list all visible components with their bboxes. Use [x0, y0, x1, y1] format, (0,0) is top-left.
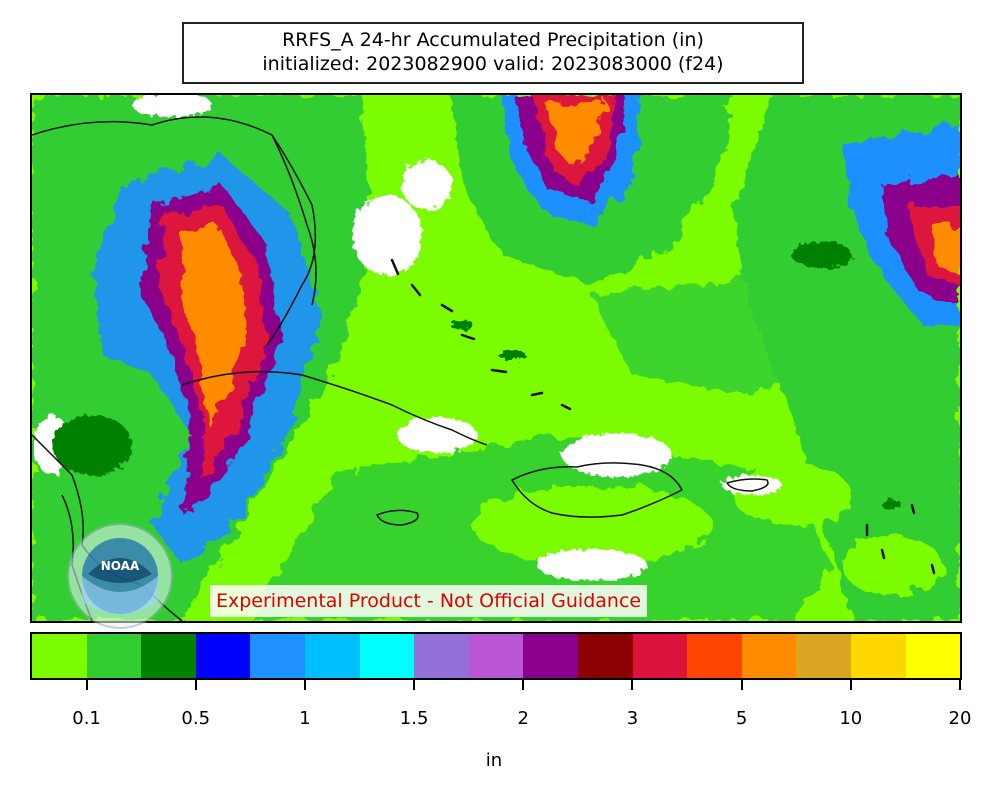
island-3 [440, 303, 454, 313]
colorbar-tick [959, 680, 961, 690]
colorbar-segment [632, 634, 688, 678]
light-patch-4 [842, 535, 942, 595]
dark-bit-4 [52, 415, 132, 475]
coastline-puertorico [726, 478, 769, 492]
colorbar-tick-label: 0.1 [72, 708, 101, 729]
colorbar-segment [304, 634, 360, 678]
colorbar-segment [687, 634, 742, 678]
light-patch-1 [472, 485, 712, 565]
coastline-cuba [181, 370, 488, 446]
island-9 [880, 548, 886, 560]
colorbar-segment [141, 634, 196, 678]
storm-north-orange [547, 100, 607, 167]
coastline-florida-east [271, 134, 317, 306]
island-10 [910, 503, 916, 515]
white-area-bahamas [402, 160, 452, 210]
colorbar-segment [741, 634, 797, 678]
dark-bit-2 [450, 320, 474, 330]
storm-west [92, 155, 322, 565]
colorbar-segment [195, 634, 251, 678]
precip-light-patches [372, 365, 942, 595]
white-area-hispaniola [562, 433, 672, 477]
island-6 [530, 391, 544, 397]
dark-bit-3 [498, 350, 526, 360]
island-5 [490, 368, 508, 374]
colorbar-segment [905, 634, 961, 678]
white-area-top [132, 95, 212, 117]
coastline-hispaniola [511, 462, 683, 518]
medium-area-band [592, 275, 832, 395]
island-11 [930, 563, 936, 575]
colorbar-tick [303, 680, 306, 690]
colorbar-segment [414, 634, 469, 678]
logo-text: NOAA [101, 559, 140, 573]
colorbar-tick [631, 680, 634, 690]
island-1 [390, 258, 400, 276]
dark-bit-5 [882, 500, 902, 510]
colorbar-segment [32, 634, 87, 678]
white-area-puertorico [722, 475, 782, 495]
colorbar-segment [86, 634, 142, 678]
island-7 [560, 403, 572, 411]
colorbar-ticks: 0.1 0.5 1 1.5 2 3 5 10 20 [0, 680, 1005, 740]
coastline-us-gulf [32, 116, 317, 346]
white-area-south [537, 549, 647, 581]
colorbar-segment [796, 634, 851, 678]
colorbar-tick [194, 680, 197, 690]
colorbar [30, 632, 962, 680]
colorbar-tick-label: 1.5 [399, 708, 429, 729]
colorbar-tick-label: 0.5 [181, 708, 211, 729]
light-patch-2 [732, 465, 852, 525]
colorbar-tick [849, 680, 852, 690]
storm-east-orange [932, 225, 960, 275]
noaa-logo-icon: NOAA [67, 523, 173, 629]
colorbar-segment [250, 634, 305, 678]
island-2 [410, 283, 422, 297]
colorbar-tick-label: 20 [948, 708, 972, 729]
colorbar-segment [359, 634, 415, 678]
storm-north [502, 95, 642, 225]
storm-east [842, 125, 960, 325]
map-canvas [32, 95, 960, 621]
precip-dark-bits [52, 241, 902, 510]
colorbar-tick-label: 2 [517, 708, 530, 729]
disclaimer-label: Experimental Product - Not Official Guid… [210, 585, 648, 617]
colorbar-tick [413, 680, 416, 690]
map-title: RRFS_A 24-hr Accumulated Precipitation (… [182, 22, 804, 84]
colorbar-segment [577, 634, 633, 678]
white-area-cuba [397, 417, 477, 453]
title-line-1: RRFS_A 24-hr Accumulated Precipitation (… [282, 29, 704, 51]
colorbar-tick [740, 680, 743, 690]
colorbar-segment [850, 634, 906, 678]
white-area-florida [352, 195, 422, 275]
colorbar-segment [523, 634, 578, 678]
light-patch-3 [372, 365, 532, 425]
colorbar-unit-label: in [485, 750, 503, 771]
dark-bit-1 [792, 241, 852, 269]
colorbar-tick-label: 1 [299, 708, 311, 729]
storm-west-orange [182, 225, 247, 425]
island-4 [460, 333, 476, 341]
coastline-jamaica [376, 509, 419, 526]
colorbar-tick-label: 10 [839, 708, 863, 729]
colorbar-tick [85, 680, 88, 690]
colorbar-segment [468, 634, 524, 678]
title-line-2: initialized: 2023082900 valid: 202308300… [262, 53, 724, 75]
small-islands [390, 258, 936, 575]
precipitation-map: Experimental Product - Not Official Guid… [30, 93, 962, 623]
colorbar-tick-label: 5 [735, 708, 748, 729]
colorbar-tick-label: 3 [626, 708, 639, 729]
colorbar-tick [522, 680, 525, 690]
